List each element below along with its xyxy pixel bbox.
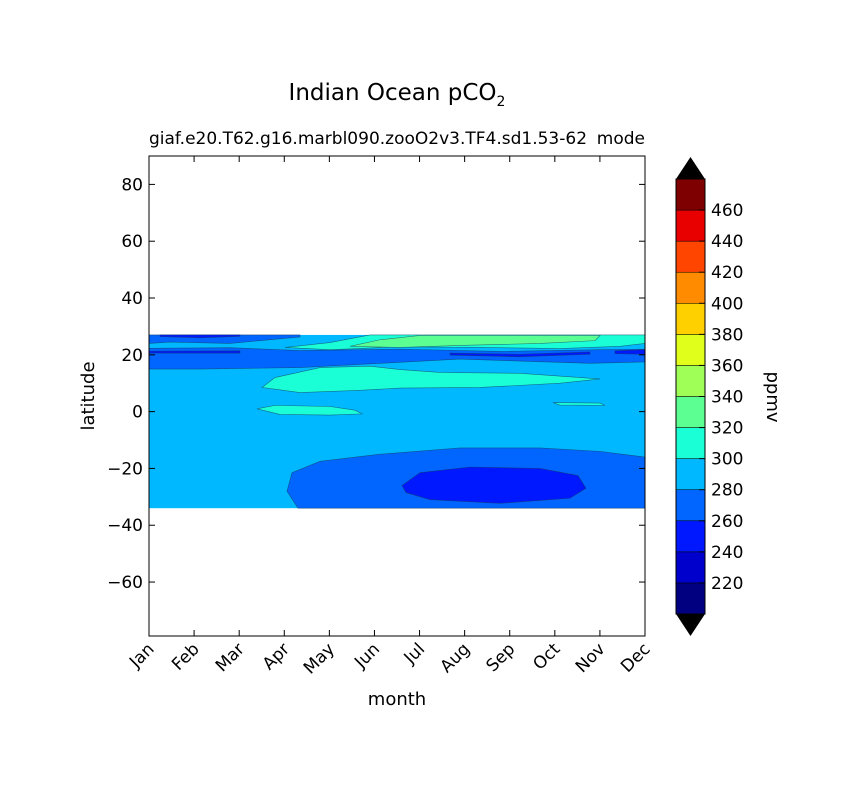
colorbar-tick-label: 380	[711, 325, 743, 345]
x-tick-label: Apr	[259, 639, 294, 674]
x-tick-label: Oct	[529, 639, 564, 674]
colorbar-segment	[675, 551, 706, 584]
colorbar-segment	[675, 520, 706, 553]
colorbar-segment	[675, 240, 706, 273]
y-axis: 80 60 40 20 0 −20 −40 −60	[107, 175, 645, 593]
region-east-tip	[614, 349, 645, 355]
colorbar-segment	[675, 458, 706, 490]
colorbar-tick-label: 260	[711, 512, 743, 532]
y-tick-label: 20	[121, 346, 143, 366]
region-south-core	[401, 466, 587, 504]
region-oct-warm	[552, 402, 606, 406]
colorbar-tick-label: 420	[711, 263, 743, 283]
x-axis-label: month	[368, 689, 426, 710]
region-west-line	[149, 350, 241, 354]
chart-title-subscript: 2	[497, 94, 506, 110]
colorbar-segment	[675, 334, 706, 366]
chart-subtitle-right: mode	[597, 129, 645, 149]
colorbar-tick-label: 240	[711, 543, 743, 563]
y-tick-label: −60	[107, 573, 143, 593]
region-jan-dark	[159, 334, 241, 339]
colorbar-tick-label: 220	[711, 574, 743, 594]
x-tick-label: Jun	[350, 639, 384, 673]
y-tick-label: 80	[121, 175, 143, 195]
x-tick-label: Feb	[168, 639, 203, 674]
chart-subtitle-left: giaf.e20.T62.g16.marbl090.zooO2v3.TF4.sd…	[149, 129, 587, 149]
y-tick-label: 0	[132, 403, 143, 423]
colorbar-tick-label: 320	[711, 419, 743, 439]
colorbar-segment	[675, 271, 706, 304]
colorbar-tick-label: 340	[711, 388, 743, 408]
chart-title: Indian Ocean pCO2	[289, 80, 506, 110]
colorbar-tick-label: 440	[711, 232, 743, 252]
chart-title-main: Indian Ocean pCO	[289, 80, 497, 106]
colorbar-tick-label: 460	[711, 201, 743, 221]
colorbar-label: ppmv	[762, 371, 783, 422]
colorbar-segment	[675, 427, 706, 459]
colorbar-segment	[675, 396, 706, 428]
colorbar: 220 240 260 280 300 320 340 360 380 400 420 440 460	[675, 157, 743, 636]
x-tick-label: Sep	[482, 639, 519, 676]
y-tick-label: 60	[121, 232, 143, 252]
x-tick-label: Jul	[400, 639, 429, 668]
x-tick-label: Aug	[437, 639, 475, 677]
colorbar-tick-label: 300	[711, 450, 743, 470]
region-mid-warm	[261, 365, 601, 393]
x-tick-label: Dec	[617, 639, 654, 676]
colorbar-extend-over	[676, 157, 705, 179]
x-tick-label: May	[300, 639, 339, 678]
x-tick-label: Nov	[572, 639, 610, 677]
region-north-hot	[349, 335, 601, 348]
region-east-line	[449, 351, 591, 358]
colorbar-tick-label: 360	[711, 356, 743, 376]
colorbar-segment	[675, 209, 706, 242]
colorbar-segment	[675, 365, 706, 397]
region-eq-warm	[256, 405, 364, 416]
colorbar-tick-label: 400	[711, 294, 743, 314]
colorbar-segment	[675, 489, 706, 522]
y-tick-label: 40	[121, 289, 143, 309]
y-tick-label: −40	[107, 516, 143, 536]
region-north-band	[149, 347, 645, 370]
colorbar-segment	[675, 582, 706, 615]
y-tick-label: −20	[107, 459, 143, 479]
plot-frame	[148, 155, 646, 637]
y-axis-label: latitude	[78, 361, 99, 430]
plot-area: 80 60 40 20 0 −20 −40 −60 Jan Feb Mar Apr May Jun Jul…	[107, 155, 655, 678]
colorbar-extend-under	[676, 614, 705, 636]
colorbar-tick-label: 280	[711, 481, 743, 501]
colorbar-segment	[675, 178, 706, 211]
x-tick-label: Jan	[125, 639, 158, 672]
x-tick-label: Mar	[212, 639, 249, 676]
contour-field	[149, 334, 645, 509]
colorbar-segment	[675, 303, 706, 335]
